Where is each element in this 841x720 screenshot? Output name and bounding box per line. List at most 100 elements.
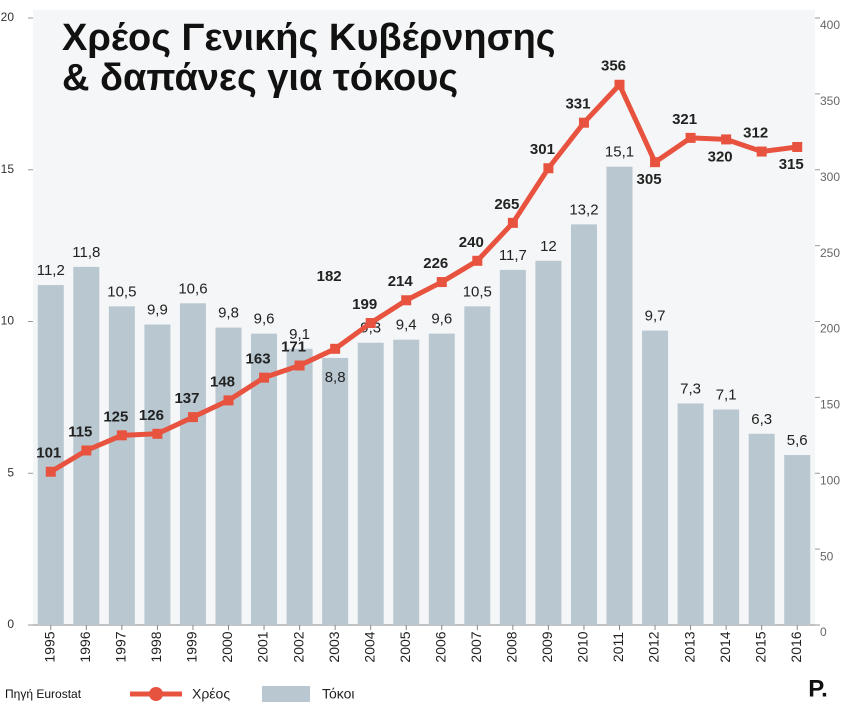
line-value-label: 240	[459, 234, 484, 251]
bar	[179, 303, 206, 625]
line-value-label: 301	[530, 141, 555, 158]
y2-tick-label: 350	[820, 94, 840, 108]
line-value-label: 148	[210, 373, 235, 390]
line-value-label: 214	[388, 273, 414, 290]
x-tick-label: 2014	[717, 631, 733, 662]
bar-value-label: 9,1	[289, 326, 310, 343]
line-marker	[116, 430, 127, 441]
bar-value-label: 10,5	[107, 283, 136, 300]
legend-swatch	[262, 686, 310, 702]
x-tick-label: 2016	[788, 631, 804, 662]
bar-value-label: 8,8	[325, 369, 346, 386]
line-value-label: 356	[601, 58, 626, 75]
line-marker	[685, 132, 696, 143]
x-tick-label: 2002	[290, 631, 306, 662]
bar-value-label: 5,6	[787, 432, 808, 449]
bar	[570, 224, 597, 625]
y2-tick-label: 200	[820, 322, 840, 336]
line-marker	[223, 395, 234, 406]
y-tick-label: 0	[7, 617, 14, 631]
y2-tick-label: 0	[820, 625, 827, 639]
bar-value-label: 11,8	[72, 244, 100, 261]
line-marker	[721, 134, 732, 145]
bar	[108, 306, 135, 625]
y2-tick-label: 150	[820, 398, 840, 412]
line-marker	[436, 277, 447, 288]
bar	[748, 433, 775, 625]
x-tick-label: 2012	[646, 631, 662, 662]
line-value-label: 331	[565, 96, 590, 113]
x-tick-label: 2009	[539, 631, 555, 662]
line-value-label: 101	[36, 445, 61, 462]
line-value-label: 126	[139, 407, 164, 424]
bar-value-label: 10,6	[178, 280, 207, 297]
line-marker	[650, 157, 661, 168]
line-marker	[81, 445, 92, 456]
line-value-label: 171	[281, 338, 306, 355]
x-tick-label: 1995	[41, 631, 57, 662]
y-tick-label: 5	[7, 465, 14, 479]
bar	[499, 269, 526, 625]
x-tick-label: 2013	[681, 631, 697, 662]
line-value-label: 115	[68, 423, 92, 440]
line-value-label: 163	[246, 351, 271, 368]
source: Πηγή Eurostat	[5, 687, 82, 701]
bar-value-label: 10,5	[463, 283, 492, 300]
y2-tick-label: 250	[820, 246, 840, 260]
x-tick-label: 1998	[148, 631, 164, 662]
x-tick-label: 2003	[326, 631, 342, 662]
line-marker	[578, 117, 589, 128]
chart-title: & δαπάνες για τόκους	[62, 57, 458, 99]
bar-value-label: 7,3	[680, 380, 701, 397]
line-marker	[614, 79, 625, 90]
bar-value-label: 7,1	[716, 386, 737, 403]
x-tick-label: 2007	[468, 631, 484, 662]
line-marker	[401, 295, 412, 306]
bar	[144, 324, 171, 625]
x-tick-label: 2006	[432, 631, 448, 662]
bar	[464, 306, 491, 625]
line-value-label: 226	[423, 255, 448, 272]
bar	[428, 333, 455, 625]
bar-value-label: 15,1	[605, 144, 634, 161]
bar	[393, 339, 420, 625]
bar	[784, 455, 811, 625]
line-value-label: 137	[174, 390, 199, 407]
legend-label: Τόκοι	[322, 686, 355, 702]
y2-tick-label: 100	[820, 473, 840, 487]
bar	[322, 357, 349, 625]
line-marker	[45, 466, 56, 477]
x-tick-label: 2010	[575, 631, 591, 662]
x-tick-label: 1996	[77, 631, 93, 662]
bar	[286, 348, 313, 625]
y2-tick-label: 50	[820, 549, 834, 563]
bar-value-label: 9,6	[254, 311, 275, 328]
legend-marker	[149, 687, 163, 701]
x-tick-label: 1999	[184, 631, 200, 662]
bar-value-label: 12	[540, 238, 557, 255]
chart-title: Χρέος Γενικής Κυβέρνησης	[62, 17, 556, 59]
x-tick-label: 2004	[361, 631, 377, 662]
y2-tick-label: 400	[820, 18, 840, 32]
bar	[642, 330, 669, 625]
x-tick-label: 2001	[255, 631, 271, 662]
line-marker	[152, 428, 163, 439]
logo: P.	[808, 675, 828, 702]
line-value-label: 199	[352, 296, 377, 313]
bar-value-label: 11,7	[499, 247, 527, 264]
line-value-label: 312	[743, 125, 768, 142]
bar	[215, 327, 242, 625]
bar-value-label: 9,8	[218, 305, 239, 322]
x-tick-label: 2011	[610, 632, 626, 662]
bar-value-label: 9,7	[645, 308, 666, 325]
x-tick-label: 2000	[219, 631, 235, 662]
line-value-label: 315	[779, 156, 804, 173]
line-marker	[472, 255, 483, 266]
bar	[357, 342, 384, 625]
line-value-label: 320	[708, 148, 733, 165]
bar	[713, 409, 740, 625]
line-value-label: 321	[672, 111, 697, 128]
bar	[535, 260, 562, 625]
line-marker	[187, 412, 198, 423]
y-tick-label: 15	[1, 162, 15, 176]
